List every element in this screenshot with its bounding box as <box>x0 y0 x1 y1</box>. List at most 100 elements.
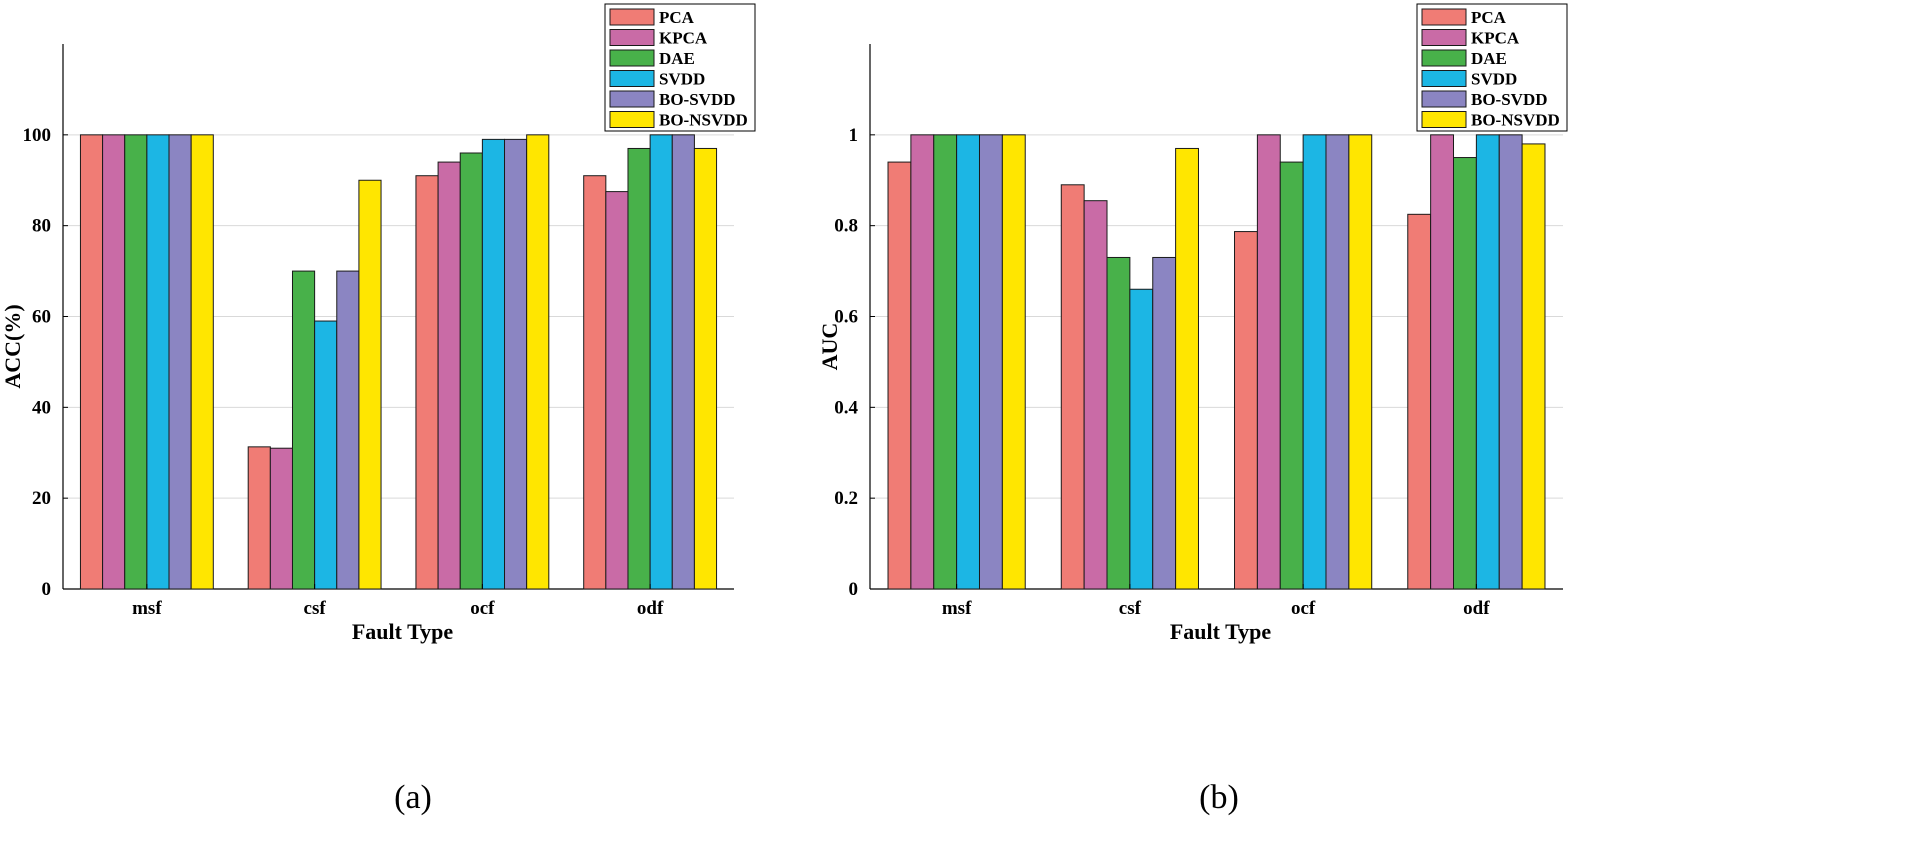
y-axis-title: AUC <box>817 323 842 371</box>
legend-label: DAE <box>659 49 695 68</box>
bar-dae-csf <box>291 270 316 590</box>
legend-swatch-svdd <box>1421 70 1467 87</box>
panel-caption: (a) <box>394 779 432 816</box>
bar-bo-nsvdd-csf <box>358 179 382 590</box>
legend-swatch-bo-svdd <box>1421 90 1467 108</box>
bar-dae-ocf <box>459 152 483 590</box>
panel-caption: (b) <box>1199 779 1239 816</box>
legend-label: SVDD <box>1471 70 1517 89</box>
legend-label: BO-SVDD <box>659 90 736 109</box>
legend-label: BO-NSVDD <box>1471 111 1560 130</box>
bar-bo-svdd-ocf <box>504 138 528 590</box>
bar-kpca-odf <box>1430 134 1455 590</box>
legend-label: PCA <box>1471 8 1507 27</box>
bar-pca-csf <box>247 446 271 590</box>
legend-swatch-dae <box>609 49 655 67</box>
bar-svdd-msf <box>146 134 170 590</box>
bar-svdd-msf <box>956 134 980 590</box>
bar-svdd-ocf <box>481 138 506 590</box>
x-tick-label: odf <box>1463 598 1490 619</box>
x-tick-label: ocf <box>1291 598 1316 619</box>
bar-kpca-ocf <box>437 161 461 590</box>
bar-dae-odf <box>627 147 651 590</box>
y-tick-label: 0.6 <box>834 307 858 328</box>
bar-dae-msf <box>933 134 958 590</box>
bar-bo-nsvdd-odf <box>693 147 718 590</box>
y-tick-label: 80 <box>32 216 51 237</box>
bar-pca-ocf <box>1234 231 1258 590</box>
bar-dae-msf <box>124 134 148 590</box>
bar-bo-nsvdd-ocf <box>1348 134 1373 590</box>
bar-dae-csf <box>1106 256 1131 590</box>
legend-label: PCA <box>659 8 695 27</box>
x-tick-label: csf <box>1119 598 1142 619</box>
bar-bo-nsvdd-msf <box>190 134 214 590</box>
x-tick-label: ocf <box>470 598 495 619</box>
y-tick-label: 40 <box>32 397 51 418</box>
bar-bo-svdd-csf <box>1152 256 1177 590</box>
bar-kpca-csf <box>1083 200 1108 590</box>
legend-swatch-bo-svdd <box>609 90 655 108</box>
bar-bo-svdd-odf <box>1498 134 1523 590</box>
bar-svdd-odf <box>649 134 673 590</box>
bar-pca-odf <box>1407 213 1432 590</box>
x-axis-title: Fault Type <box>1170 619 1271 644</box>
legend-swatch-svdd <box>609 70 655 87</box>
bar-kpca-msf <box>102 134 126 590</box>
legend-label: DAE <box>1471 49 1507 68</box>
y-tick-label: 0.8 <box>834 216 858 237</box>
legend-label: SVDD <box>659 70 705 89</box>
bar-pca-odf <box>583 175 607 590</box>
x-axis-title: Fault Type <box>352 619 453 644</box>
y-axis-title: ACC(%) <box>0 304 25 388</box>
bar-bo-svdd-msf <box>978 134 1003 590</box>
x-tick-label: odf <box>637 598 664 619</box>
chart-panel-a: 0 20 40 60 80 100 msf csf ocf odf Fault Type ACC(%)… <box>0 3 756 816</box>
legend-label: BO-NSVDD <box>659 111 748 130</box>
bar-svdd-odf <box>1475 134 1500 590</box>
chart-panel-b: 0 0.2 0.4 0.6 0.8 1 msf csf ocf odf Fault Type AUC P… <box>817 3 1568 816</box>
legend-swatch-dae <box>1421 49 1467 67</box>
bar-dae-odf <box>1453 157 1477 590</box>
legend-swatch-bo-nsvdd <box>1421 111 1467 128</box>
bar-bo-svdd-odf <box>671 134 695 590</box>
bar-kpca-csf <box>269 447 293 590</box>
legend-label: BO-SVDD <box>1471 90 1548 109</box>
bar-bo-svdd-ocf <box>1325 134 1350 590</box>
y-tick-label: 60 <box>32 307 51 328</box>
x-tick-label: csf <box>304 598 327 619</box>
legend-swatch-pca <box>1421 8 1467 26</box>
bar-kpca-msf <box>910 134 935 590</box>
legend-swatch-kpca <box>1421 29 1467 46</box>
y-tick-label: 0 <box>42 579 52 600</box>
y-tick-label: 100 <box>23 125 52 146</box>
bar-svdd-csf <box>1129 288 1154 590</box>
bar-bo-nsvdd-odf <box>1521 143 1546 590</box>
y-tick-label: 0.4 <box>834 397 858 418</box>
bar-bo-nsvdd-ocf <box>526 134 550 590</box>
bar-pca-msf <box>887 161 912 590</box>
y-tick-label: 1 <box>849 125 859 146</box>
bar-bo-svdd-msf <box>168 134 192 590</box>
bar-bo-svdd-csf <box>336 270 360 590</box>
bar-bo-nsvdd-csf <box>1175 147 1199 590</box>
bar-svdd-ocf <box>1302 134 1327 590</box>
x-tick-label: msf <box>942 598 972 619</box>
y-tick-label: 20 <box>32 488 51 509</box>
legend-swatch-kpca <box>609 29 655 46</box>
bar-bo-nsvdd-msf <box>1001 134 1026 590</box>
legend-label: KPCA <box>659 29 708 48</box>
y-tick-label: 0.2 <box>834 488 858 509</box>
bar-pca-msf <box>79 134 104 590</box>
legend-label: KPCA <box>1471 29 1520 48</box>
x-tick-label: msf <box>132 598 162 619</box>
legend-swatch-pca <box>609 8 655 26</box>
bar-pca-ocf <box>415 175 439 590</box>
y-tick-label: 0 <box>849 579 859 600</box>
legend-swatch-bo-nsvdd <box>609 111 655 128</box>
bar-pca-csf <box>1060 184 1085 590</box>
bar-kpca-odf <box>605 191 629 590</box>
bar-dae-ocf <box>1279 161 1304 590</box>
bar-svdd-csf <box>314 320 338 590</box>
